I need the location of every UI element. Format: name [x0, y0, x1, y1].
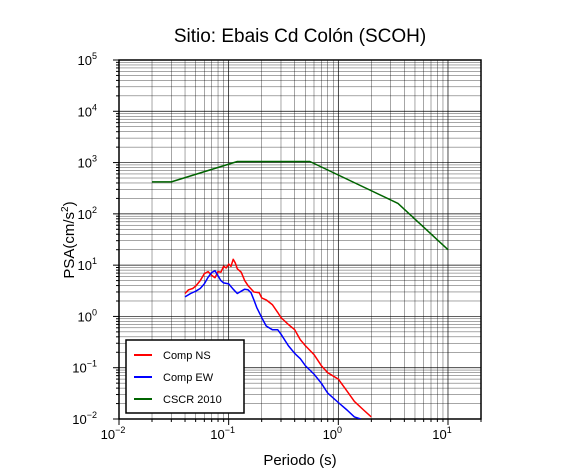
y-tick-label: 100 [78, 307, 97, 324]
y-tick-label: 101 [78, 256, 97, 273]
y-tick-label: 102 [78, 205, 97, 222]
y-tick-label: 10−2 [72, 410, 97, 427]
grid [118, 59, 482, 420]
series-line-comp-ew [184, 269, 361, 419]
series-line-comp-ns [184, 258, 372, 418]
x-tick-label: 100 [323, 425, 342, 442]
x-axis-label: Periodo (s) [263, 452, 336, 469]
legend-label: CSCR 2010 [163, 394, 222, 406]
series-line-cscr-2010 [152, 160, 449, 251]
legend-label: Comp EW [163, 372, 214, 384]
y-tick-label: 105 [78, 51, 97, 68]
legend: Comp NS Comp EW CSCR 2010 [125, 339, 245, 414]
legend-label: Comp NS [163, 350, 211, 362]
plot-frame [118, 59, 482, 420]
x-tick-label: 10−1 [210, 425, 235, 442]
x-tick-label: 10−2 [101, 425, 126, 442]
y-tick-label: 104 [78, 102, 97, 119]
y-axis-label: PSA(cm/s2) [60, 201, 78, 278]
y-tick-label: 103 [78, 154, 97, 171]
x-tick-label: 101 [432, 425, 451, 442]
series-layer [152, 160, 449, 419]
y-tick-label: 10−1 [72, 359, 97, 376]
chart-title: Sitio: Ebais Cd Colón (SCOH) [174, 26, 426, 47]
